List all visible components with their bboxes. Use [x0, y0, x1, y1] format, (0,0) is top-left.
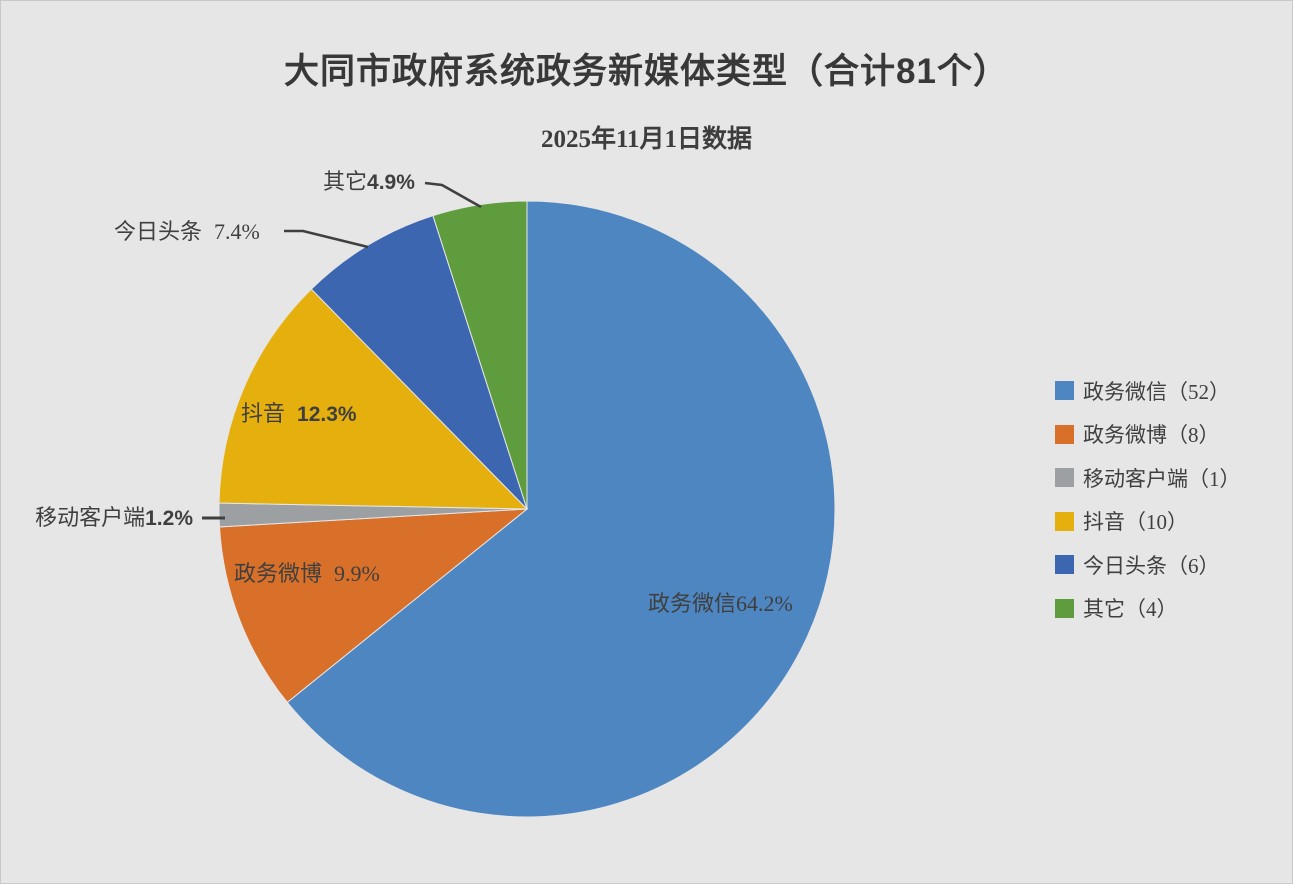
legend-swatch-toutiao [1055, 555, 1074, 575]
slice-label-other: 其它4.9% [323, 168, 415, 197]
legend-label-douyin: 抖音（10） [1083, 510, 1188, 535]
slice-label-weixin-name: 政务微信 [648, 591, 737, 616]
slice-label-douyin-pct: 12.3% [297, 403, 357, 426]
slice-label-weixin-pct: 64.2% [736, 591, 793, 616]
chart-subtitle: 2025年11月1日数据 [540, 126, 753, 153]
legend-item-douyin: 抖音（10） [1055, 500, 1241, 544]
legend-swatch-weixin [1055, 381, 1074, 401]
slice-label-weibo-pct: 9.9% [334, 561, 380, 586]
pie-slice-toutiao [310, 215, 528, 510]
slice-label-toutiao-pct: 7.4% [214, 219, 260, 244]
legend-item-other: 其它（4） [1055, 587, 1241, 631]
slice-label-douyin-name: 抖音 [241, 401, 286, 426]
slice-label-toutiao: 今日头条 7.4% [114, 218, 260, 246]
legend-label-mobile-client: 移动客户端（1） [1083, 466, 1241, 491]
chart-title: 大同市政府系统政务新媒体类型（合计81个） [284, 52, 1009, 91]
slice-label-other-name: 其它 [323, 169, 368, 194]
chart-legend: 政务微信（52） 政务微博（8） 移动客户端（1） 抖音（10） 今日头条（6）… [1055, 369, 1241, 630]
leader-line-other [424, 181, 482, 209]
slice-label-other-pct: 4.9% [367, 171, 415, 194]
pie-slice-douyin [218, 288, 529, 510]
legend-swatch-other [1055, 598, 1074, 618]
slice-label-weixin: 政务微信64.2% [648, 590, 793, 618]
legend-item-weibo: 政务微博（8） [1055, 413, 1241, 457]
slice-label-toutiao-name: 今日头条 [114, 219, 203, 244]
slice-label-douyin: 抖音 12.3% [241, 400, 357, 429]
pie-slice-weixin [286, 200, 836, 818]
leader-line-toutiao [284, 229, 369, 249]
legend-swatch-douyin [1055, 511, 1074, 531]
slice-label-mobile-client-name: 移动客户端 [35, 505, 146, 530]
legend-label-other: 其它（4） [1083, 597, 1178, 622]
slice-label-mobile-client: 移动客户端1.2% [21, 504, 193, 533]
legend-label-toutiao: 今日头条（6） [1083, 553, 1220, 578]
legend-item-weixin: 政务微信（52） [1055, 369, 1241, 413]
pie-slices [218, 200, 836, 818]
legend-swatch-mobile-client [1055, 468, 1074, 488]
slice-label-weibo-name: 政务微博 [234, 561, 323, 586]
legend-label-weibo: 政务微博（8） [1083, 423, 1220, 448]
legend-item-mobile-client: 移动客户端（1） [1055, 456, 1241, 500]
legend-swatch-weibo [1055, 424, 1074, 444]
slice-label-mobile-client-pct: 1.2% [145, 507, 193, 530]
slice-label-weibo: 政务微博 9.9% [234, 560, 380, 588]
pie-slice-weibo [218, 508, 529, 704]
legend-label-weixin: 政务微信（52） [1083, 379, 1230, 404]
legend-item-toutiao: 今日头条（6） [1055, 543, 1241, 587]
